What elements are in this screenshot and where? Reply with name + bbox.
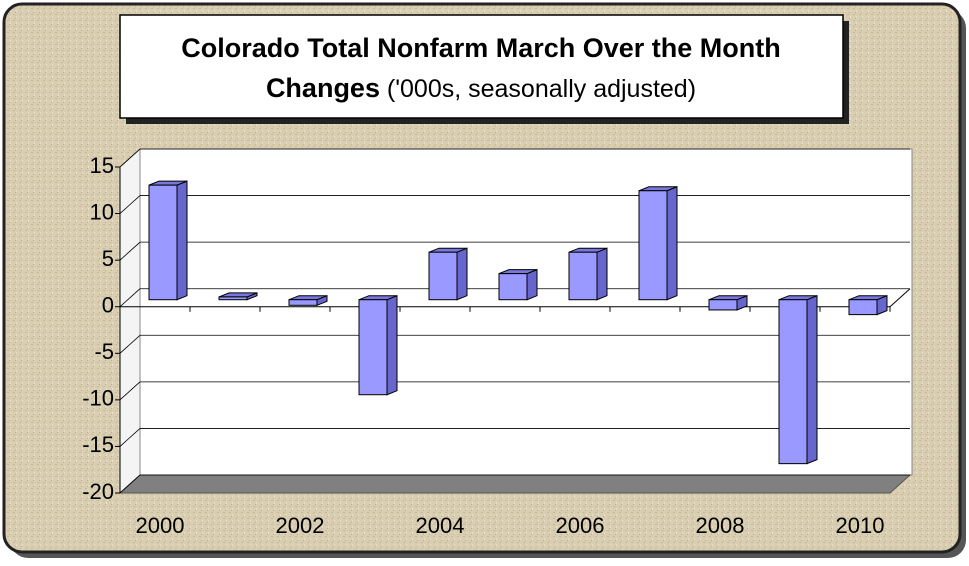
- bar: [638, 190, 668, 301]
- bar: [358, 299, 388, 396]
- chart-title-part: Changes: [266, 73, 380, 103]
- bar-side: [456, 247, 468, 301]
- grid-line-side: [119, 195, 141, 214]
- x-tick-label: 2002: [276, 513, 325, 538]
- bar-side: [386, 294, 398, 396]
- bar-side: [806, 294, 818, 465]
- x-tick-label: 2010: [836, 513, 885, 538]
- bar: [708, 299, 738, 311]
- side-wall: [119, 147, 141, 495]
- y-tick-label: 0: [102, 293, 114, 318]
- bar: [148, 184, 178, 301]
- bar: [218, 296, 248, 301]
- bar-side: [176, 180, 188, 301]
- grid-line-side: [119, 334, 141, 354]
- y-tick-label: 15: [90, 153, 114, 178]
- x-tick-label: 2004: [416, 513, 465, 538]
- bar-side: [666, 185, 678, 301]
- bar: [428, 251, 458, 301]
- x-tick-label: 2008: [696, 513, 745, 538]
- bar: [778, 299, 808, 465]
- floor: [118, 474, 912, 494]
- bar: [568, 251, 598, 301]
- title-box: [119, 14, 844, 119]
- grid-line-side: [119, 288, 141, 308]
- bar: [848, 299, 878, 316]
- grid-line-side: [119, 381, 141, 401]
- chart-subtitle: ('000s, seasonally adjusted): [387, 75, 696, 103]
- y-tick-label: 10: [90, 199, 114, 224]
- bar-side: [526, 268, 538, 301]
- grid-line-side: [119, 428, 141, 447]
- x-tick-label: 2006: [556, 513, 605, 538]
- y-tick-label: -15: [82, 432, 114, 457]
- y-tick-label: -10: [82, 386, 114, 411]
- grid-line-side: [119, 148, 141, 168]
- bar-side: [596, 247, 608, 301]
- y-tick-label: -5: [94, 339, 114, 364]
- y-tick-label: -20: [82, 479, 114, 504]
- x-tick-label: 2000: [136, 513, 185, 538]
- grid-line-side: [119, 241, 141, 261]
- x-axis-back: [889, 288, 911, 308]
- bar: [288, 299, 318, 306]
- chart-title: Colorado Total Nonfarm March Over the Mo…: [181, 33, 781, 63]
- bar: [498, 273, 528, 301]
- grid-line-side: [119, 474, 141, 494]
- y-tick-label: 5: [102, 246, 114, 271]
- chart-title-line: Changes ('000s, seasonally adjusted): [266, 73, 696, 103]
